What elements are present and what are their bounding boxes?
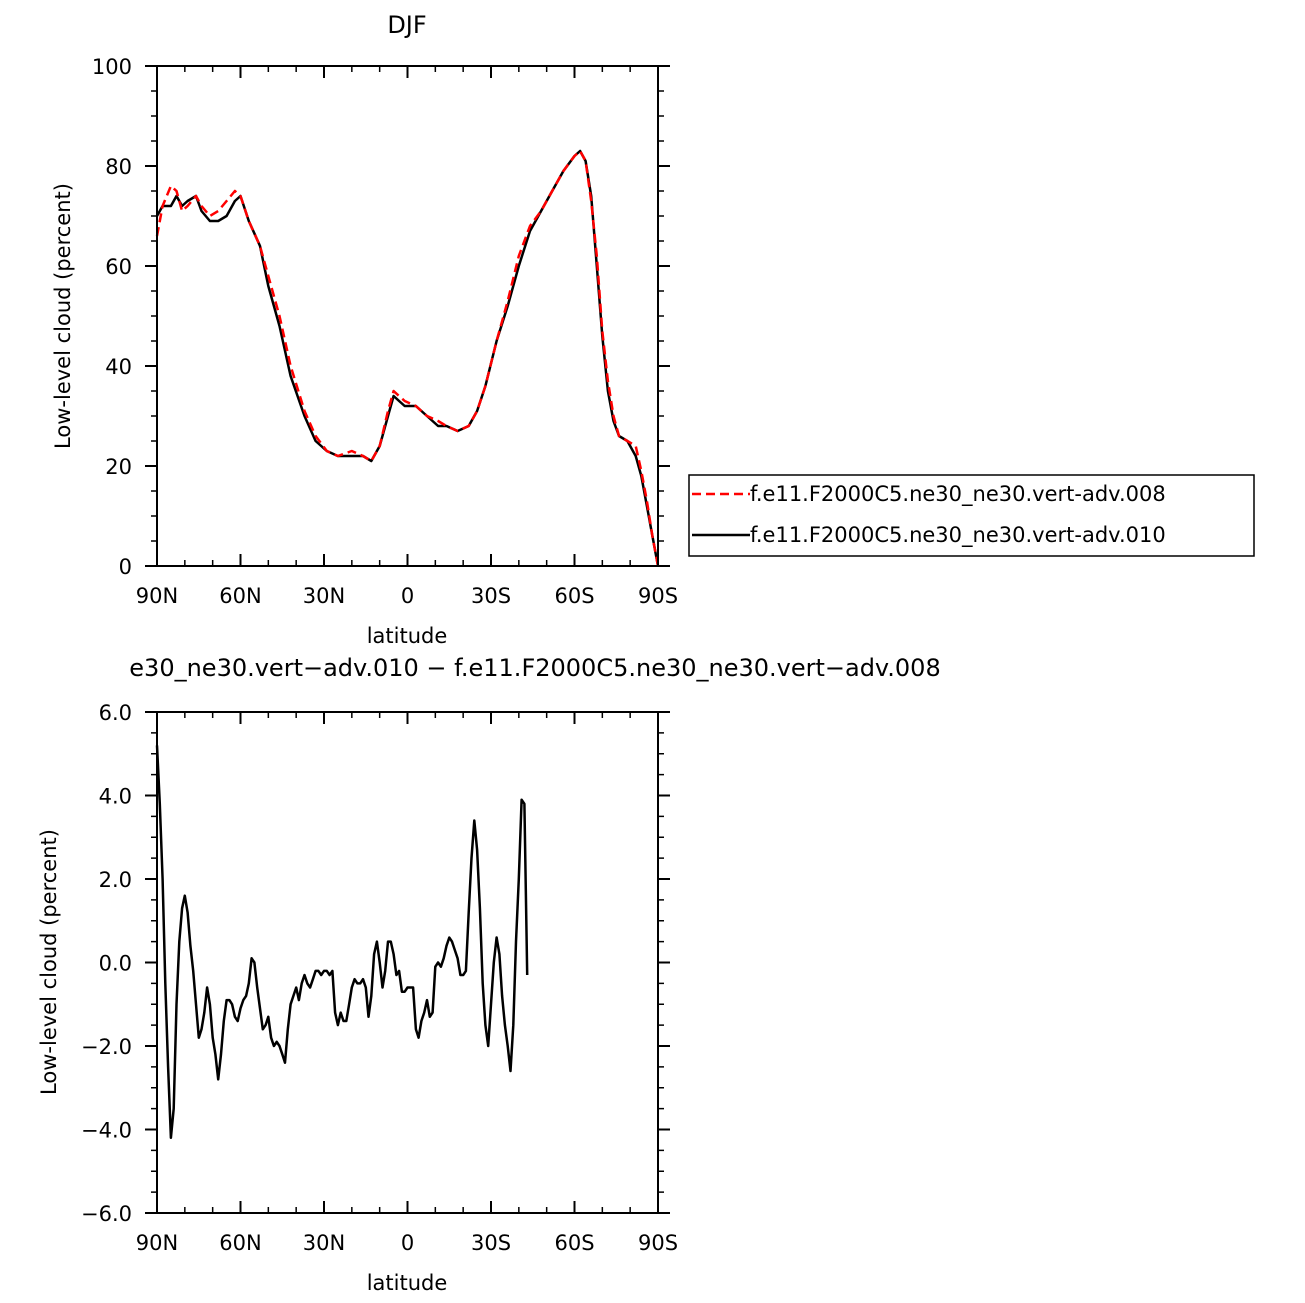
bottom-y-axis-title: Low-level cloud (percent) xyxy=(37,829,61,1095)
top-y-tick-label: 20 xyxy=(105,455,132,479)
bottom-plot-title: e30_ne30.vert−adv.010 − f.e11.F2000C5.ne… xyxy=(129,654,940,682)
bottom-x-tick-label: 90N xyxy=(136,1231,178,1255)
bottom-y-tick-label: 4.0 xyxy=(99,785,132,809)
top-y-tick-label: 0 xyxy=(119,555,132,579)
top-y-tick-labels: 0 20 40 60 80 100 xyxy=(92,55,132,579)
top-plot-frame xyxy=(156,65,659,567)
bottom-y-tick-label: −6.0 xyxy=(81,1202,132,1226)
bottom-y-tick-label: −4.0 xyxy=(81,1119,132,1143)
top-plot-title: DJF xyxy=(387,11,426,39)
bottom-x-tick-label: 30S xyxy=(471,1231,511,1255)
bottom-x-tick-label: 60S xyxy=(554,1231,594,1255)
bottom-x-tick-labels: 90N 60N 30N 0 30S 60S 90S xyxy=(136,1231,678,1255)
top-x-tick-label: 60S xyxy=(554,584,594,608)
bottom-series-line-0 xyxy=(155,745,529,1140)
bottom-y-tick-label: 0.0 xyxy=(99,952,132,976)
bottom-plot-frame xyxy=(156,711,659,1214)
top-x-tick-label: 0 xyxy=(401,584,414,608)
top-x-tick-labels: 90N 60N 30N 0 30S 60S 90S xyxy=(136,584,678,608)
top-x-axis-title: latitude xyxy=(367,624,448,648)
bottom-x-axis-title: latitude xyxy=(367,1271,448,1295)
bottom-x-tick-label: 30N xyxy=(303,1231,345,1255)
bottom-x-tick-label: 60N xyxy=(219,1231,261,1255)
bottom-y-tick-label: 2.0 xyxy=(99,868,132,892)
top-y-axis-title: Low-level cloud (percent) xyxy=(51,183,75,449)
top-series-line-0 xyxy=(155,149,660,567)
top-y-tick-label: 40 xyxy=(105,355,132,379)
legend: f.e11.F2000C5.ne30_ne30.vert-adv.008 f.e… xyxy=(688,474,1255,557)
bottom-ticks xyxy=(145,711,670,1214)
top-y-tick-label: 60 xyxy=(105,255,132,279)
top-y-tick-label: 80 xyxy=(105,155,132,179)
legend-box xyxy=(688,474,1255,557)
top-y-tick-label: 100 xyxy=(92,55,132,79)
top-x-tick-label: 90N xyxy=(136,584,178,608)
top-series-layer xyxy=(155,149,660,567)
top-x-tick-label: 60N xyxy=(219,584,261,608)
bottom-panel: e30_ne30.vert−adv.010 − f.e11.F2000C5.ne… xyxy=(37,654,941,1295)
top-x-tick-label: 30N xyxy=(303,584,345,608)
top-ticks xyxy=(145,65,670,567)
bottom-y-tick-label: −2.0 xyxy=(81,1035,132,1059)
bottom-series-layer xyxy=(155,745,529,1140)
top-x-tick-label: 90S xyxy=(638,584,678,608)
top-panel: DJF 0 20 40 60 80 100 90N 60N 30N 0 30S 60S 90S lat… xyxy=(51,11,678,648)
top-x-tick-label: 30S xyxy=(471,584,511,608)
legend-label-series-010: f.e11.F2000C5.ne30_ne30.vert-adv.010 xyxy=(750,523,1166,548)
bottom-y-tick-label: 6.0 xyxy=(99,701,132,725)
bottom-x-tick-label: 0 xyxy=(401,1231,414,1255)
bottom-x-tick-label: 90S xyxy=(638,1231,678,1255)
legend-label-series-008: f.e11.F2000C5.ne30_ne30.vert-adv.008 xyxy=(750,482,1166,507)
bottom-y-tick-labels: −6.0 −4.0 −2.0 0.0 2.0 4.0 6.0 xyxy=(81,701,132,1226)
top-series-line-1 xyxy=(155,149,660,567)
